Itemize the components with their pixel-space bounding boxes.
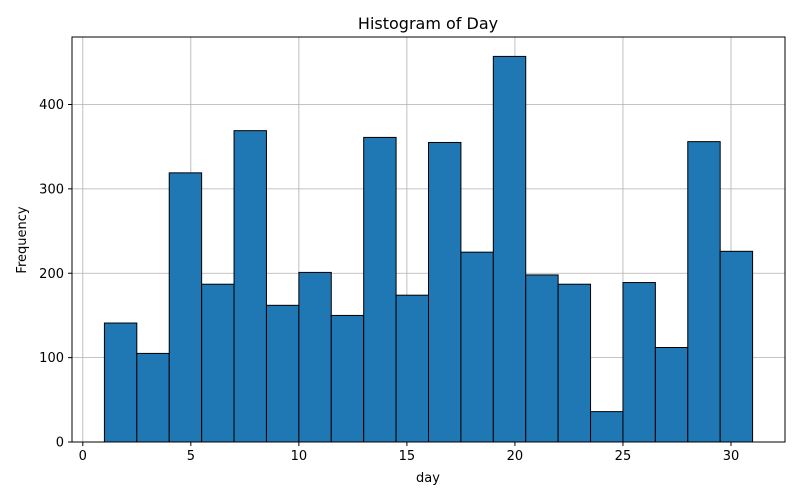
- bar-2: [136, 352, 170, 443]
- x-tick-label: 10: [291, 449, 308, 464]
- bar-8: [330, 314, 365, 443]
- y-tick-label: 100: [39, 351, 64, 366]
- bar-16: [590, 411, 624, 443]
- x-tick-label: 5: [187, 449, 195, 464]
- bar-19: [687, 141, 721, 443]
- bar-15: [557, 283, 592, 443]
- bar-12: [460, 251, 494, 443]
- y-tick-label: 200: [39, 267, 64, 282]
- bar-14: [525, 274, 559, 443]
- y-tick-label: 0: [56, 436, 64, 451]
- bar-10: [395, 294, 430, 443]
- bar-6: [265, 304, 300, 443]
- bars: [103, 55, 754, 443]
- bar-1: [103, 322, 138, 443]
- bar-18: [654, 347, 689, 443]
- x-tick-label: 15: [399, 449, 416, 464]
- x-tick-label: 0: [79, 449, 87, 464]
- y-axis-label: Frequency: [15, 206, 30, 273]
- x-axis-label: day: [416, 471, 440, 486]
- x-tick-label: 25: [615, 449, 632, 464]
- bar-17: [622, 282, 656, 443]
- plot-frame: [71, 36, 786, 443]
- bar-5: [233, 130, 267, 443]
- bar-11: [428, 141, 462, 443]
- x-tick-label: 30: [723, 449, 740, 464]
- bar-4: [201, 283, 235, 443]
- bar-7: [298, 271, 332, 443]
- y-tick-label: 300: [39, 182, 64, 197]
- x-tick-label: 20: [507, 449, 524, 464]
- chart-title: Histogram of Day: [358, 14, 498, 33]
- bar-20: [719, 250, 754, 443]
- bar-3: [168, 172, 203, 443]
- bar-13: [492, 55, 527, 443]
- bar-9: [363, 136, 397, 443]
- y-tick-label: 400: [39, 98, 64, 113]
